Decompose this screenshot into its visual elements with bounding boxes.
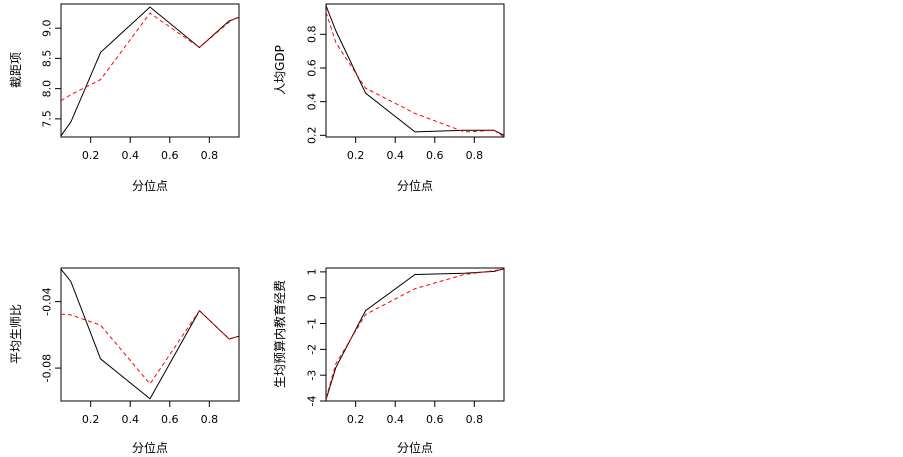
y-tick-label: 7.5 (40, 110, 53, 128)
y-tick-label: 0.6 (305, 59, 318, 77)
y-tick-label: -1 (306, 318, 319, 329)
plot-frame (60, 3, 240, 138)
x-tick-label: 0.2 (82, 149, 100, 162)
x-tick-label: 0.8 (201, 413, 219, 426)
x-tick-label: 0.6 (161, 413, 179, 426)
x-axis-label: 分位点 (397, 440, 433, 455)
x-tick-label: 0.4 (121, 149, 139, 162)
y-tick-label: 0 (305, 294, 318, 301)
plot-frame (325, 267, 505, 402)
x-tick-label: 0.8 (466, 413, 484, 426)
x-axis: 0.2 0.4 0.6 0.8 (82, 137, 218, 162)
x-tick-label: 0.6 (161, 149, 179, 162)
y-tick-label: 0.4 (306, 93, 319, 111)
y-tick-label: 9.0 (40, 19, 53, 37)
y-axis: 0.2 0.4 0.6 0.8 (305, 26, 326, 145)
x-tick-label: 0.8 (201, 149, 219, 162)
y-axis: -0.04 -0.08 (40, 287, 61, 382)
y-axis: 7.5 8.0 8.5 9.0 (40, 19, 61, 128)
series-line-solid (325, 268, 505, 400)
x-tick-label: 0.2 (347, 413, 365, 426)
x-tick-label: 0.8 (466, 149, 484, 162)
y-tick-label: -2 (306, 344, 319, 355)
x-axis-label: 分位点 (397, 178, 433, 193)
x-tick-label: 0.6 (426, 413, 444, 426)
data-marks (60, 6, 240, 137)
plot-frame (60, 267, 240, 402)
x-tick-label: 0.2 (82, 413, 100, 426)
x-tick-label: 0.2 (347, 149, 365, 162)
y-tick-label: -0.08 (40, 354, 53, 382)
y-tick-label: -3 (305, 370, 318, 381)
y-tick-label: 8.0 (41, 80, 54, 98)
y-tick-label: 0.2 (306, 127, 319, 145)
series-line-solid (60, 6, 240, 137)
x-tick-label: 0.6 (426, 149, 444, 162)
y-tick-label: 8.5 (41, 50, 54, 68)
y-axis-label: 人均GDP (273, 45, 287, 95)
panel-gdp-per-capita: 0.2 0.4 0.6 0.8 0.2 0.4 0.6 0.8 分位点 人均GDP (273, 3, 505, 193)
data-marks (325, 268, 505, 400)
y-tick-label: -0.04 (40, 287, 53, 315)
y-tick-label: -4 (306, 396, 319, 407)
panel-student-teacher-ratio: 0.2 0.4 0.6 0.8 -0.04 -0.08 分位点 平均生师比 (9, 267, 240, 455)
plot-frame (325, 3, 505, 138)
x-axis: 0.2 0.4 0.6 0.8 (347, 137, 483, 162)
x-axis-label: 分位点 (132, 440, 168, 455)
series-line-solid (325, 5, 505, 136)
panel-education-expenditure: 0.2 0.4 0.6 0.8 -4 -3 -2 -1 0 1 分位点 生均预算内教育经费 (272, 267, 505, 455)
y-tick-label: 1 (305, 268, 318, 275)
series-line-solid (60, 268, 240, 400)
x-axis: 0.2 0.4 0.6 0.8 (82, 401, 218, 426)
y-axis: -4 -3 -2 -1 0 1 (305, 268, 326, 406)
y-tick-label: 0.8 (306, 26, 319, 44)
series-line-dashed (60, 309, 240, 385)
y-axis-label: 截距项 (9, 52, 23, 88)
x-tick-label: 0.4 (121, 413, 139, 426)
x-axis-label: 分位点 (132, 178, 168, 193)
y-axis-label: 平均生师比 (9, 304, 23, 364)
series-line-dashed (60, 12, 240, 102)
panel-intercept: 0.2 0.4 0.6 0.8 7.5 8.0 8.5 9.0 分位点 截距项 (9, 3, 240, 193)
x-tick-label: 0.4 (386, 149, 404, 162)
y-axis-label: 生均预算内教育经费 (272, 280, 287, 388)
data-marks (325, 5, 505, 138)
series-line-dashed (325, 12, 505, 138)
x-tick-label: 0.4 (386, 413, 404, 426)
data-marks (60, 268, 240, 400)
series-line-dashed (325, 268, 505, 399)
x-axis: 0.2 0.4 0.6 0.8 (347, 401, 483, 426)
